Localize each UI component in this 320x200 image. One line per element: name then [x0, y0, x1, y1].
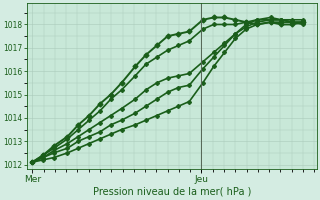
- X-axis label: Pression niveau de la mer( hPa ): Pression niveau de la mer( hPa ): [92, 187, 251, 197]
